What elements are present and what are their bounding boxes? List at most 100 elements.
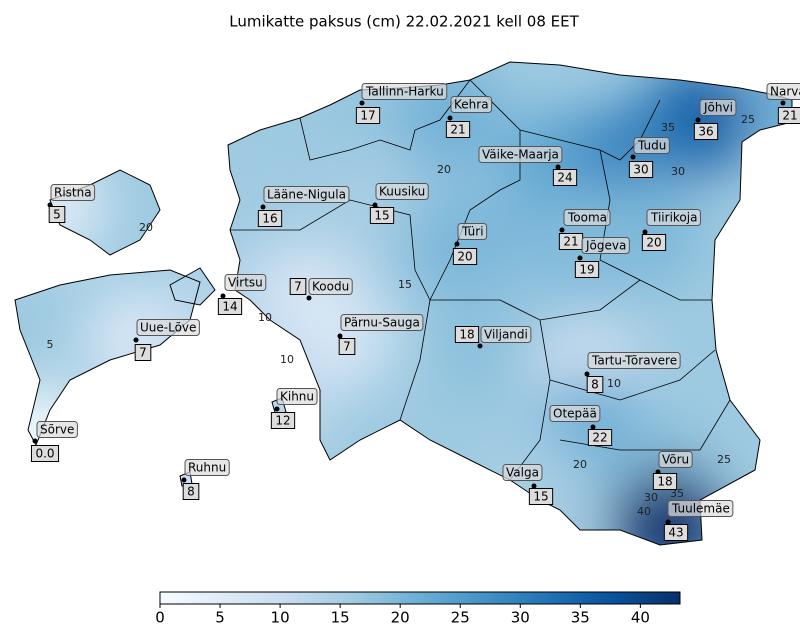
station-value: 17 (360, 109, 375, 123)
name-box (224, 274, 267, 291)
station-name: Türi (461, 225, 484, 239)
station-dot (577, 255, 583, 261)
name-box (50, 184, 96, 201)
contour-label: 25 (741, 113, 755, 126)
border (599, 149, 712, 301)
border (230, 199, 641, 321)
station-name: Koodu (312, 280, 349, 294)
station-value: 7 (343, 340, 351, 354)
station-name: Lääne-Nigula (267, 188, 346, 202)
station-name: Sõrve (40, 423, 74, 437)
name-box (478, 146, 563, 163)
value-box (628, 161, 654, 178)
name-box (184, 459, 230, 476)
name-box (361, 83, 448, 100)
station-value: 20 (457, 250, 472, 264)
county-borders (230, 79, 731, 481)
station-value: 15 (533, 490, 548, 504)
name-box (587, 352, 681, 369)
name-box (457, 223, 488, 240)
station-value: 18 (459, 328, 474, 342)
station-dot (372, 202, 378, 208)
contour-label: 10 (258, 311, 272, 324)
station-value: 8 (591, 378, 599, 392)
colorbar-tick-label: 15 (331, 609, 350, 627)
station-name: Ruhnu (188, 461, 226, 475)
station-value: 19 (579, 263, 594, 277)
colorbar: 0 5 10 15 20 25 30 35 40 (155, 591, 681, 627)
contour-label: 20 (437, 163, 451, 176)
station-value: 8 (187, 485, 195, 499)
name-box (480, 326, 532, 343)
value-box (693, 123, 719, 140)
station-value: 7 (294, 280, 302, 294)
map-title: Lumikatte paksus (cm) 22.02.2021 kell 08… (229, 13, 579, 31)
name-box (549, 405, 601, 422)
station-name: Valga (506, 466, 539, 480)
station-name: Viljandi (484, 328, 528, 342)
station-value: 24 (557, 171, 572, 185)
name-box (308, 278, 353, 295)
value-box (182, 483, 200, 500)
contour-label: 35 (670, 487, 684, 500)
station-dot (780, 100, 786, 106)
value-box (48, 206, 66, 223)
name-box (633, 137, 670, 154)
value-box (552, 169, 578, 186)
station-value: 12 (275, 414, 290, 428)
value-box (369, 207, 395, 224)
station-value: 20 (646, 236, 661, 250)
value-box (270, 412, 296, 429)
name-box (450, 96, 493, 113)
contour-label: 20 (573, 458, 587, 471)
value-box (777, 107, 800, 124)
contour-label: 35 (661, 121, 675, 134)
station-value: 22 (592, 431, 607, 445)
station-dot (531, 483, 537, 489)
border (519, 99, 661, 161)
value-box (289, 278, 307, 295)
station-name: Kuusiku (379, 185, 425, 199)
contour-label: 20 (139, 221, 153, 234)
value-box (452, 248, 478, 265)
name-box (646, 209, 701, 226)
station-dot (359, 100, 365, 106)
name-box (375, 183, 429, 200)
name-box (502, 464, 543, 481)
station-dot (32, 438, 38, 444)
station-name: Otepää (553, 407, 597, 421)
station-value: 43 (668, 526, 683, 540)
stations: Tallinn-Harku 17 Kehra 21 Narva 21 Jõhvi 36 Väik… (30, 83, 800, 541)
name-box (699, 99, 737, 116)
station-dot (133, 337, 139, 343)
value-box (528, 488, 554, 505)
station-dot (477, 343, 483, 349)
value-box (217, 298, 243, 315)
station-name: Kehra (454, 98, 489, 112)
name-box (658, 451, 693, 468)
value-box (30, 445, 60, 462)
station-dot (337, 333, 343, 339)
colorbar-tick-label: 35 (571, 609, 590, 627)
value-box (257, 210, 283, 227)
name-box (563, 209, 611, 226)
station-dot (181, 477, 187, 483)
name-box (340, 314, 424, 331)
name-box (667, 500, 734, 517)
station-value: 15 (374, 209, 389, 223)
station-name: Tiirikoja (650, 211, 697, 225)
value-box (454, 326, 480, 343)
station-dot (306, 295, 312, 301)
contour-label: 15 (398, 278, 412, 291)
station-value: 0.0 (35, 447, 54, 461)
contour-label: 40 (637, 505, 651, 518)
name-box (136, 319, 200, 336)
colorbar-tick-label: 40 (631, 609, 650, 627)
station-dot (584, 371, 590, 377)
value-box (641, 234, 667, 251)
contour-label: 30 (671, 165, 685, 178)
value-box (663, 524, 689, 541)
station-value: 5 (53, 208, 61, 222)
name-box (263, 186, 350, 203)
name-box (766, 83, 800, 100)
